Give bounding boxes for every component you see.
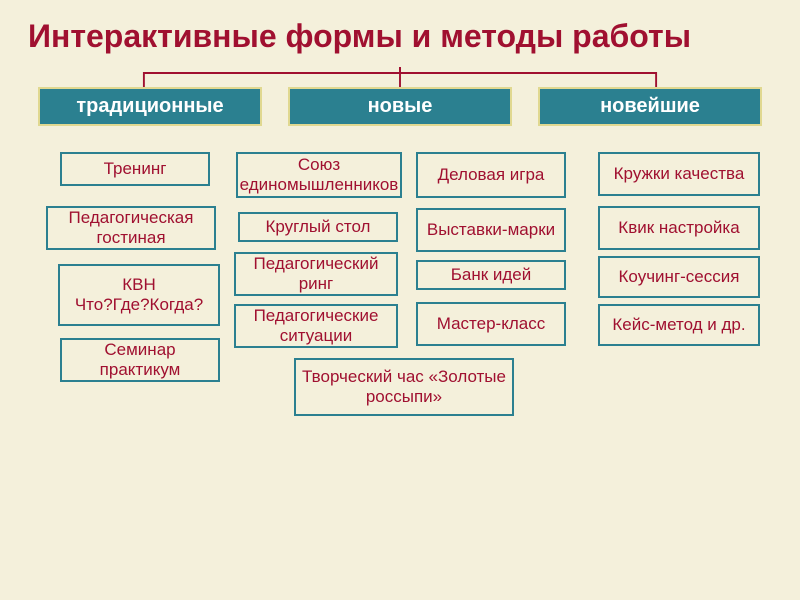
item-seminar: Семинар практикум	[60, 338, 220, 382]
item-kvik: Квик настройка	[598, 206, 760, 250]
item-master: Мастер-класс	[416, 302, 566, 346]
item-ped-sit: Педагогические ситуации	[234, 304, 398, 348]
item-coaching: Коучинг-сессия	[598, 256, 760, 298]
header-row: традиционные новые новейшие	[28, 87, 772, 126]
items-area: Тренинг Педагогическая гостиная КВНЧто?Где…	[28, 152, 772, 532]
item-trening: Тренинг	[60, 152, 210, 186]
header-newest: новейшие	[538, 87, 762, 126]
connector-left	[144, 67, 400, 87]
item-ped-ring: Педагогический ринг	[234, 252, 398, 296]
item-del-igra: Деловая игра	[416, 152, 566, 198]
connector-right	[400, 67, 656, 87]
item-case: Кейс-метод и др.	[598, 304, 760, 346]
header-traditional: традиционные	[38, 87, 262, 126]
slide: Интерактивные формы и методы работы трад…	[0, 0, 800, 600]
slide-title: Интерактивные формы и методы работы	[28, 18, 772, 55]
item-soyuz: Союз единомышленников	[236, 152, 402, 198]
item-vystavki: Выставки-марки	[416, 208, 566, 252]
item-tvorch: Творческий час «Золотые россыпи»	[294, 358, 514, 416]
item-krugly-stol: Круглый стол	[238, 212, 398, 242]
item-kvn: КВНЧто?Где?Когда?	[58, 264, 220, 326]
item-bank-idey: Банк идей	[416, 260, 566, 290]
connector-lines	[68, 67, 732, 87]
item-ped-gost: Педагогическая гостиная	[46, 206, 216, 250]
header-new: новые	[288, 87, 512, 126]
item-kruzhki: Кружки качества	[598, 152, 760, 196]
